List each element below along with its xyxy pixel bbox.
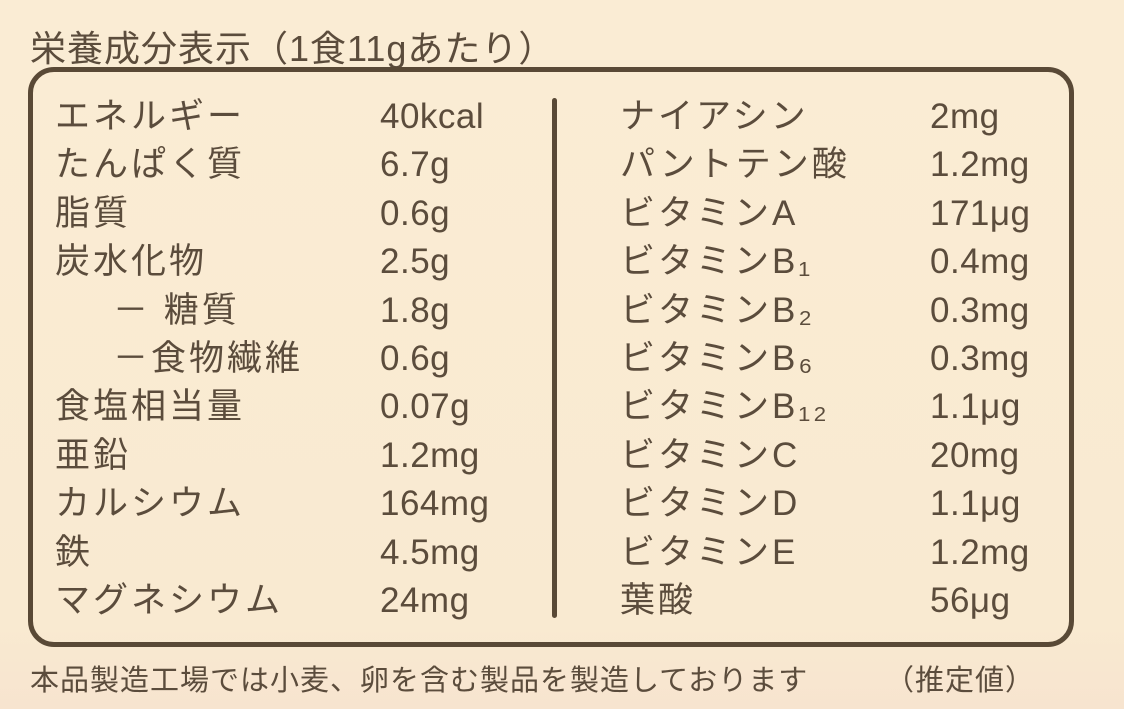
nutrient-value: 2.5g [380, 242, 451, 282]
nutrient-value: 0.07g [380, 387, 471, 427]
table-row: たんぱく質 6.7g [55, 136, 552, 184]
nutrient-label: ビタミンC [620, 435, 801, 475]
table-row: 亜鉛 1.2mg [55, 427, 552, 475]
nutrient-label: 葉酸 [620, 580, 697, 620]
allergy-note: 本品製造工場では小麦、卵を含む製品を製造しております [30, 665, 809, 697]
nutrient-label: －食物繊維 [113, 338, 304, 378]
nutrition-table-box: エネルギー 40kcal たんぱく質 6.7g 脂質 0.6g 炭水化物 2.5g － 糖質 1.… [28, 67, 1074, 647]
nutrient-label: ビタミンE [620, 532, 799, 572]
nutrient-value: 0.6g [380, 193, 451, 233]
nutrient-value: 4.5mg [380, 532, 480, 572]
table-row: －食物繊維 0.6g [55, 330, 552, 378]
nutrient-label: 炭水化物 [55, 242, 208, 282]
nutrient-label: ビタミンB₁ [620, 242, 814, 282]
nutrient-value: 24mg [380, 580, 470, 620]
footer-notes: 本品製造工場では小麦、卵を含む製品を製造しております （推定値） [30, 657, 1035, 699]
nutrient-value: 0.3mg [930, 290, 1030, 330]
table-row: ビタミンB₂ 0.3mg [620, 282, 1069, 330]
nutrient-label: パントテン酸 [620, 145, 850, 185]
nutrient-value: 2mg [930, 97, 1000, 136]
nutrient-value: 0.4mg [930, 242, 1030, 282]
table-row: ビタミンB₁₂ 1.1μg [620, 378, 1069, 426]
table-row: ビタミンB₆ 0.3mg [620, 330, 1069, 378]
table-row: 脂質 0.6g [55, 185, 552, 233]
panel-title: 栄養成分表示（1食11gあたり） [30, 28, 556, 69]
nutrient-label: ビタミンB₆ [620, 338, 816, 378]
table-row: － 糖質 1.8g [55, 282, 552, 330]
nutrient-value: 1.8g [380, 290, 451, 330]
table-row: 食塩相当量 0.07g [55, 378, 552, 426]
nutrient-value: 1.1μg [930, 484, 1021, 524]
table-row: ナイアシン 2mg [620, 88, 1069, 136]
nutrient-value: 40kcal [380, 97, 485, 136]
nutrient-value: 1.2mg [930, 532, 1030, 572]
nutrient-label: 鉄 [55, 532, 94, 572]
table-row: パントテン酸 1.2mg [620, 136, 1069, 184]
table-row: 葉酸 56μg [620, 572, 1069, 620]
nutrient-value: 171μg [930, 193, 1031, 233]
table-row: 鉄 4.5mg [55, 524, 552, 572]
nutrient-value: 0.3mg [930, 338, 1030, 378]
table-row: ビタミンE 1.2mg [620, 524, 1069, 572]
nutrient-label: たんぱく質 [55, 145, 246, 185]
nutrient-label: 亜鉛 [55, 435, 132, 475]
column-divider [552, 98, 557, 618]
table-row: ビタミンC 20mg [620, 427, 1069, 475]
nutrition-column-right: ナイアシン 2mg パントテン酸 1.2mg ビタミンA 171μg ビタミンB₁ 0.4mg… [557, 72, 1069, 642]
table-row: ビタミンA 171μg [620, 185, 1069, 233]
nutrient-value: 20mg [930, 435, 1020, 475]
nutrient-value: 6.7g [380, 145, 451, 185]
nutrient-label: ビタミンB₂ [620, 290, 815, 330]
nutrient-value: 1.2mg [930, 145, 1030, 185]
estimate-note: （推定値） [884, 665, 1035, 697]
nutrient-label: マグネシウム [55, 580, 284, 620]
table-row: ビタミンD 1.1μg [620, 475, 1069, 523]
table-row: エネルギー 40kcal [55, 88, 552, 136]
nutrient-label: － 糖質 [113, 290, 240, 330]
nutrient-value: 1.2mg [380, 435, 480, 475]
nutrient-label: エネルギー [55, 97, 246, 136]
nutrient-value: 0.6g [380, 338, 451, 378]
nutrition-column-left: エネルギー 40kcal たんぱく質 6.7g 脂質 0.6g 炭水化物 2.5g － 糖質 1.… [33, 72, 552, 642]
nutrient-label: ビタミンA [620, 193, 799, 233]
nutrient-label: カルシウム [55, 484, 246, 524]
nutrient-label: 脂質 [55, 193, 132, 233]
nutrient-label: ナイアシン [620, 97, 809, 136]
nutrient-label: 食塩相当量 [55, 387, 246, 427]
nutrient-label: ビタミンB₁₂ [620, 387, 830, 427]
table-row: マグネシウム 24mg [55, 572, 552, 620]
nutrient-value: 164mg [380, 484, 490, 524]
table-row: 炭水化物 2.5g [55, 233, 552, 281]
nutrient-value: 56μg [930, 580, 1011, 620]
nutrient-value: 1.1μg [930, 387, 1021, 427]
table-row: ビタミンB₁ 0.4mg [620, 233, 1069, 281]
nutrient-label: ビタミンD [620, 484, 801, 524]
table-row: カルシウム 164mg [55, 475, 552, 523]
